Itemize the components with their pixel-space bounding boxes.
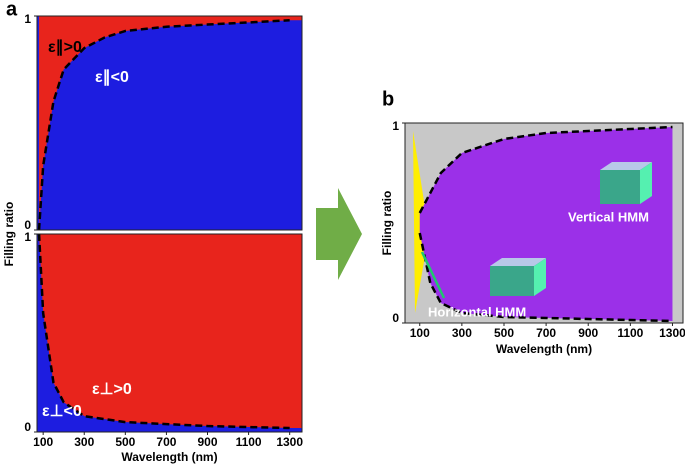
y-tick-label: 1	[392, 119, 399, 133]
y-tick-label: 0	[24, 420, 31, 434]
pointer-arrow	[420, 251, 446, 299]
annotation: Horizontal HMM	[428, 304, 526, 319]
annotation: ε⊥>0	[92, 381, 132, 398]
x-tick-label: 700	[156, 435, 176, 449]
y-axis-label: Filling ratio	[380, 191, 394, 256]
x-tick-label: 500	[115, 435, 135, 449]
x-tick-label: 300	[452, 326, 472, 340]
x-tick-label: 900	[197, 435, 217, 449]
boundary-line	[37, 19, 290, 231]
plot-frame	[36, 233, 303, 433]
x-tick-label: 1300	[276, 435, 303, 449]
plot-frame	[36, 15, 303, 231]
x-axis-label: Wavelength (nm)	[496, 342, 592, 356]
boundary-line	[418, 232, 673, 323]
x-axis-label: Wavelength (nm)	[121, 450, 217, 464]
x-tick-label: 100	[33, 435, 53, 449]
x-tick-label: 900	[578, 326, 598, 340]
y-tick-label: 1	[24, 12, 31, 26]
panel-label: a	[6, 0, 18, 20]
annotation: ε⊥<0	[42, 403, 82, 420]
annotation: ε∥<0	[95, 69, 129, 86]
annotation: Vertical HMM	[568, 209, 649, 224]
x-tick-label: 1100	[236, 435, 262, 449]
cube-icon	[640, 162, 652, 204]
annotation: ε∥>0	[48, 39, 82, 56]
boundary-line	[37, 233, 290, 430]
boundary-line	[418, 125, 673, 214]
x-tick-label: 1100	[617, 326, 643, 340]
cube-icon	[534, 258, 546, 296]
y-tick-label: 0	[24, 218, 31, 232]
cube-icon	[600, 170, 640, 204]
x-tick-label: 700	[536, 326, 556, 340]
x-tick-label: 300	[74, 435, 94, 449]
x-tick-label: 100	[410, 326, 430, 340]
x-tick-label: 1300	[659, 326, 685, 340]
x-tick-label: 500	[494, 326, 514, 340]
panel-label: b	[382, 88, 394, 110]
cube-icon	[490, 266, 534, 296]
above-region	[39, 16, 303, 230]
above-region	[39, 234, 303, 429]
y-axis-label: Filling ratio	[2, 202, 16, 267]
plot-frame	[404, 122, 684, 324]
y-tick-label: 0	[392, 311, 399, 325]
cube-icon	[600, 162, 652, 170]
arrow	[316, 188, 362, 280]
cube-icon	[490, 258, 546, 266]
y-tick-label: 1	[24, 230, 31, 244]
